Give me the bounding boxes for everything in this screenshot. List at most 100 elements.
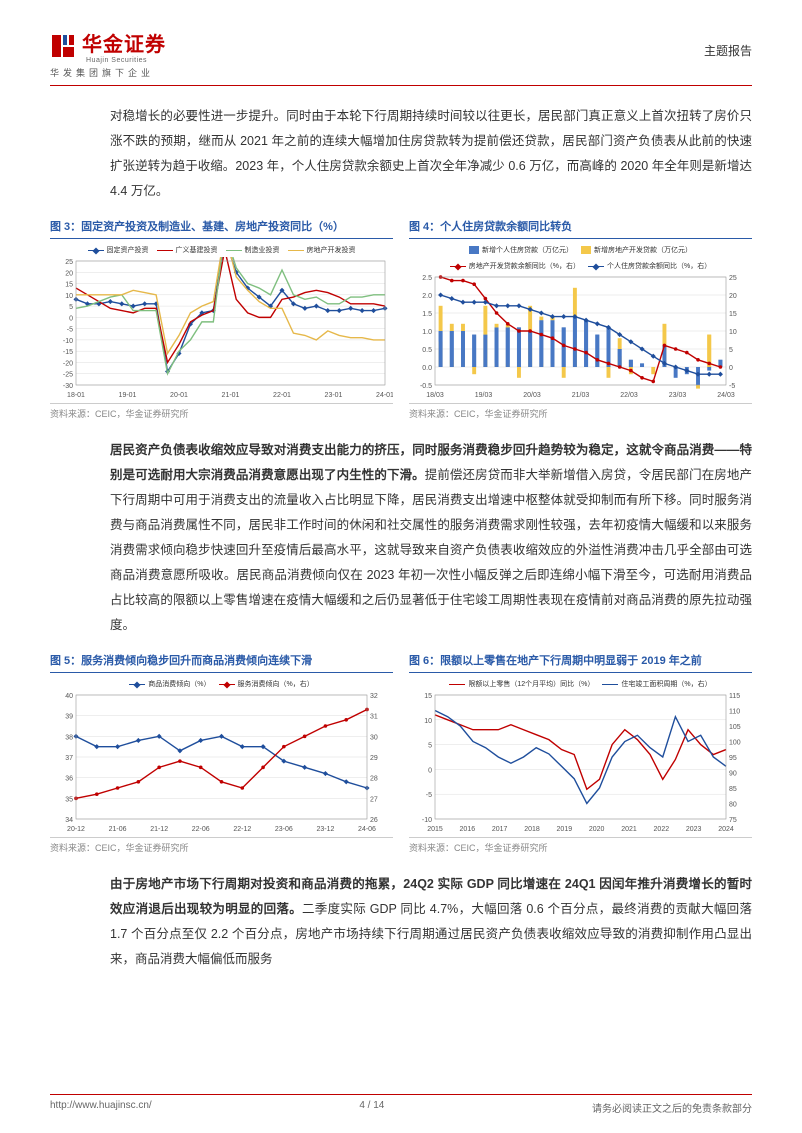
svg-text:-5: -5 xyxy=(426,792,432,799)
svg-text:19/03: 19/03 xyxy=(475,392,493,399)
svg-text:20-12: 20-12 xyxy=(67,826,85,833)
logo-icon xyxy=(50,33,76,59)
svg-text:0.0: 0.0 xyxy=(422,365,432,372)
svg-text:-10: -10 xyxy=(63,338,73,345)
svg-text:2024: 2024 xyxy=(718,826,734,833)
svg-text:2021: 2021 xyxy=(621,826,637,833)
svg-text:-25: -25 xyxy=(63,372,73,379)
svg-text:34: 34 xyxy=(65,817,73,824)
svg-text:21-01: 21-01 xyxy=(222,392,240,399)
svg-text:2023: 2023 xyxy=(686,826,702,833)
svg-text:110: 110 xyxy=(729,709,740,716)
svg-text:15: 15 xyxy=(729,311,737,318)
svg-text:2016: 2016 xyxy=(460,826,476,833)
svg-text:22/03: 22/03 xyxy=(620,392,638,399)
svg-text:20: 20 xyxy=(729,293,737,300)
svg-text:20-01: 20-01 xyxy=(170,392,188,399)
chart-4-title: 图 4：个人住房贷款余额同比转负 xyxy=(409,218,752,239)
svg-text:115: 115 xyxy=(729,693,740,700)
paragraph-2: 居民资产负债表收缩效应导致对消费支出能力的挤压，同时服务消费稳步回升趋势较为稳定… xyxy=(110,438,752,638)
svg-text:-5: -5 xyxy=(67,327,73,334)
svg-text:19-01: 19-01 xyxy=(119,392,137,399)
svg-text:10: 10 xyxy=(424,718,432,725)
svg-text:24-06: 24-06 xyxy=(358,826,376,833)
svg-text:2017: 2017 xyxy=(492,826,508,833)
svg-text:24-01: 24-01 xyxy=(376,392,393,399)
paragraph-2-rest: 提前偿还房贷而非大举新增借入房贷，令居民部门在房地产下行周期中可用于消费支出的流… xyxy=(110,468,752,632)
svg-text:95: 95 xyxy=(729,755,737,762)
chart-4-block: 图 4：个人住房贷款余额同比转负 新增个人住房贷款（万亿元）新增房地产开发贷款（… xyxy=(409,218,752,434)
svg-text:21/03: 21/03 xyxy=(572,392,590,399)
chart-3-title: 图 3：固定资产投资及制造业、基建、房地产投资同比（%） xyxy=(50,218,393,239)
logo-block: 华金证券 Huajin Securities 华发集团旗下企业 xyxy=(50,28,166,79)
page-header: 华金证券 Huajin Securities 华发集团旗下企业 主题报告 xyxy=(50,28,752,86)
svg-text:28: 28 xyxy=(370,776,378,783)
svg-text:90: 90 xyxy=(729,771,737,778)
svg-text:21-06: 21-06 xyxy=(109,826,127,833)
paragraph-3: 由于房地产市场下行周期对投资和商品消费的拖累，24Q2 实际 GDP 同比增速在… xyxy=(110,872,752,972)
chart-6-block: 图 6：限额以上零售在地产下行周期中明显弱于 2019 年之前 限额以上零售（1… xyxy=(409,652,752,868)
svg-text:25: 25 xyxy=(65,259,73,266)
svg-text:20: 20 xyxy=(65,270,73,277)
svg-text:85: 85 xyxy=(729,786,737,793)
svg-text:5: 5 xyxy=(69,304,73,311)
footer-disclaimer: 请务必阅读正文之后的免责条款部分 xyxy=(592,1100,752,1115)
svg-text:22-01: 22-01 xyxy=(273,392,291,399)
svg-text:26: 26 xyxy=(370,817,378,824)
svg-text:2022: 2022 xyxy=(654,826,670,833)
svg-text:27: 27 xyxy=(370,796,378,803)
svg-text:22-06: 22-06 xyxy=(192,826,210,833)
chart-row-2: 图 5：服务消费倾向稳步回升而商品消费倾向连续下滑 商品消费倾向（%）服务消费倾… xyxy=(50,652,752,868)
footer-page: 4 / 14 xyxy=(359,1100,384,1115)
svg-text:37: 37 xyxy=(65,755,73,762)
svg-text:0: 0 xyxy=(428,767,432,774)
svg-text:24/03: 24/03 xyxy=(717,392,735,399)
svg-text:2018: 2018 xyxy=(524,826,540,833)
chart-3-canvas: 固定资产投资广义基建投资制造业投资房地产开发投资-30-25-20-15-10-… xyxy=(50,243,393,401)
svg-text:18/03: 18/03 xyxy=(426,392,444,399)
svg-text:0: 0 xyxy=(729,365,733,372)
svg-text:35: 35 xyxy=(65,796,73,803)
svg-text:2015: 2015 xyxy=(427,826,443,833)
svg-text:-30: -30 xyxy=(63,383,73,390)
svg-text:10: 10 xyxy=(729,329,737,336)
svg-text:2020: 2020 xyxy=(589,826,605,833)
chart-3-block: 图 3：固定资产投资及制造业、基建、房地产投资同比（%） 固定资产投资广义基建投… xyxy=(50,218,393,434)
logo-text-en: Huajin Securities xyxy=(86,57,166,64)
svg-text:5: 5 xyxy=(729,347,733,354)
svg-text:32: 32 xyxy=(370,693,378,700)
chart-5-block: 图 5：服务消费倾向稳步回升而商品消费倾向连续下滑 商品消费倾向（%）服务消费倾… xyxy=(50,652,393,868)
report-type: 主题报告 xyxy=(704,42,752,59)
svg-text:15: 15 xyxy=(65,282,73,289)
svg-text:15: 15 xyxy=(424,693,432,700)
svg-text:39: 39 xyxy=(65,714,73,721)
chart-5-canvas: 商品消费倾向（%）服务消费倾向（%，右）34353637383940262728… xyxy=(50,677,393,835)
svg-text:1.5: 1.5 xyxy=(422,311,432,318)
svg-text:105: 105 xyxy=(729,724,741,731)
svg-text:38: 38 xyxy=(65,734,73,741)
svg-text:22-12: 22-12 xyxy=(233,826,251,833)
svg-text:-15: -15 xyxy=(63,349,73,356)
logo-subtitle: 华发集团旗下企业 xyxy=(50,66,166,79)
paragraph-1: 对稳增长的必要性进一步提升。同时由于本轮下行周期持续时间较以往更长，居民部门真正… xyxy=(110,104,752,204)
svg-text:-0.5: -0.5 xyxy=(420,383,432,390)
svg-text:40: 40 xyxy=(65,693,73,700)
svg-text:21-12: 21-12 xyxy=(150,826,168,833)
footer-url: http://www.huajinsc.cn/ xyxy=(50,1100,152,1115)
svg-text:0.5: 0.5 xyxy=(422,347,432,354)
svg-text:23/03: 23/03 xyxy=(669,392,687,399)
svg-text:2.5: 2.5 xyxy=(422,275,432,282)
chart-6-title: 图 6：限额以上零售在地产下行周期中明显弱于 2019 年之前 xyxy=(409,652,752,673)
chart-row-1: 图 3：固定资产投资及制造业、基建、房地产投资同比（%） 固定资产投资广义基建投… xyxy=(50,218,752,434)
logo-text-cn: 华金证券 xyxy=(82,28,166,57)
svg-text:23-12: 23-12 xyxy=(316,826,334,833)
chart-6-canvas: 限额以上零售（12个月平均）同比（%）住宅竣工面积周期（%，右）-10-5051… xyxy=(409,677,752,835)
svg-text:20/03: 20/03 xyxy=(523,392,541,399)
chart-4-canvas: 新增个人住房贷款（万亿元）新增房地产开发贷款（万亿元）房地产开发贷款余额同比（%… xyxy=(409,243,752,401)
svg-text:36: 36 xyxy=(65,776,73,783)
page-footer: http://www.huajinsc.cn/ 4 / 14 请务必阅读正文之后… xyxy=(50,1094,752,1115)
svg-text:31: 31 xyxy=(370,714,378,721)
chart-5-title: 图 5：服务消费倾向稳步回升而商品消费倾向连续下滑 xyxy=(50,652,393,673)
svg-text:18-01: 18-01 xyxy=(67,392,85,399)
svg-text:-5: -5 xyxy=(729,383,735,390)
